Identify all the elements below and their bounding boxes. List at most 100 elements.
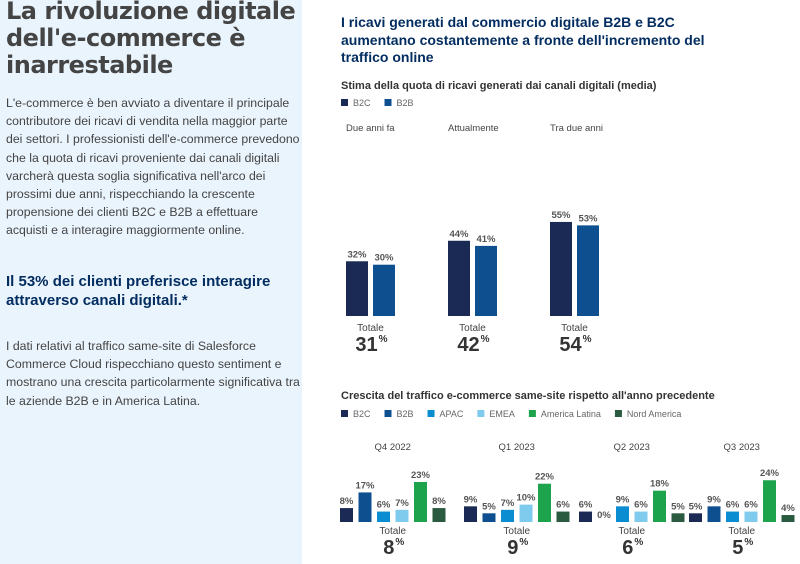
data-label: 17% [355,480,375,491]
bar [448,240,470,316]
bar [556,511,570,522]
bar [577,225,599,316]
bar [634,511,648,522]
legend-label: B2B [397,98,414,108]
data-label: 18% [650,479,670,490]
data-label: 32% [347,249,367,260]
category-label: Attualmente [448,123,499,134]
bar [358,492,372,522]
data-label: 9% [616,494,630,505]
bar [414,481,427,522]
bar [501,509,514,522]
bar [395,509,409,522]
data-label: 44% [449,229,469,240]
left-panel: La rivoluzione digitale dell'e-commerce … [0,0,302,564]
bar [340,508,353,522]
data-label: 4% [781,503,795,514]
data-label: 41% [476,234,496,245]
category-label: Q3 2023 [724,442,760,453]
legend-swatch [614,410,622,417]
legend-swatch [384,410,392,417]
data-label: 6% [744,500,758,511]
data-label: 9% [707,494,721,505]
bar [726,511,739,522]
bar [538,483,551,522]
legend-swatch [341,410,348,417]
category-label: Q4 2022 [375,442,411,453]
stat-highlight: Il 53% dei clienti preferisce interagire… [6,273,271,309]
traffic-paragraph: I dati relativi al traffico same-site di… [6,339,300,408]
total-value: 8 [383,537,394,559]
bar [475,245,497,316]
legend-label: APAC [440,409,464,419]
legend-swatch [341,99,348,106]
total-unit: % [379,334,388,345]
data-label: 6% [377,500,391,511]
bar [346,261,368,316]
bar [707,506,721,522]
category-label: Q2 2023 [614,442,650,453]
legend-label: Nord America [627,409,682,419]
total-unit: % [395,537,404,548]
bar [689,513,702,522]
bar [550,221,572,316]
total-value: 31 [355,334,377,356]
total-value: 42 [457,334,479,356]
data-label: 5% [689,501,703,512]
total-unit: % [634,537,643,548]
bar [377,511,390,522]
data-label: 8% [340,496,354,507]
legend-swatch [384,99,392,106]
total-value: 9 [507,537,518,559]
data-label: 7% [501,498,515,509]
legend-label: America Latina [541,409,601,419]
chart-title: Stima della quota di ricavi generati dai… [341,80,657,92]
data-label: 24% [760,468,780,479]
legend-swatch [528,410,536,417]
data-label: 22% [535,472,555,483]
bar [653,490,666,522]
chart-title: Crescita del traffico e-commerce same-si… [341,390,715,402]
total-unit: % [744,537,753,548]
bar [671,513,685,522]
category-label: Q1 2023 [499,442,535,453]
category-label: Tra due anni [550,123,603,134]
bar [519,504,533,522]
total-label: Totale [618,526,645,537]
total-value: 5 [732,537,743,559]
legend-label: EMEA [489,409,515,419]
data-label: 10% [516,493,536,504]
data-label: 6% [634,500,648,511]
data-label: 55% [551,210,571,221]
bar [763,480,776,522]
total-label: Totale [503,526,530,537]
legend-swatch [427,410,435,417]
total-label: Totale [459,323,486,334]
bar [781,515,795,522]
total-label: Totale [728,526,755,537]
data-label: 5% [482,501,496,512]
data-label: 30% [374,253,394,264]
data-label: 6% [726,500,740,511]
section-title: I ricavi generati dal commercio digitale… [341,14,705,65]
data-label: 23% [411,470,431,481]
data-label: 6% [556,500,570,511]
category-label: Due anni fa [346,123,395,134]
legend-label: B2B [397,409,414,419]
legend-swatch [477,410,485,417]
intro-paragraph: L'e-commerce è ben avviato a diventare i… [6,96,300,238]
data-label: 53% [578,213,598,224]
total-unit: % [519,537,528,548]
total-label: Totale [379,526,406,537]
data-label: 7% [395,498,409,509]
data-label: 9% [464,494,478,505]
bar [373,264,395,316]
data-label: 5% [671,501,685,512]
bar [482,513,496,522]
bar [616,506,629,522]
total-value: 54 [559,334,582,356]
total-label: Totale [561,323,588,334]
bar [579,511,592,522]
data-label: 0% [597,510,611,521]
